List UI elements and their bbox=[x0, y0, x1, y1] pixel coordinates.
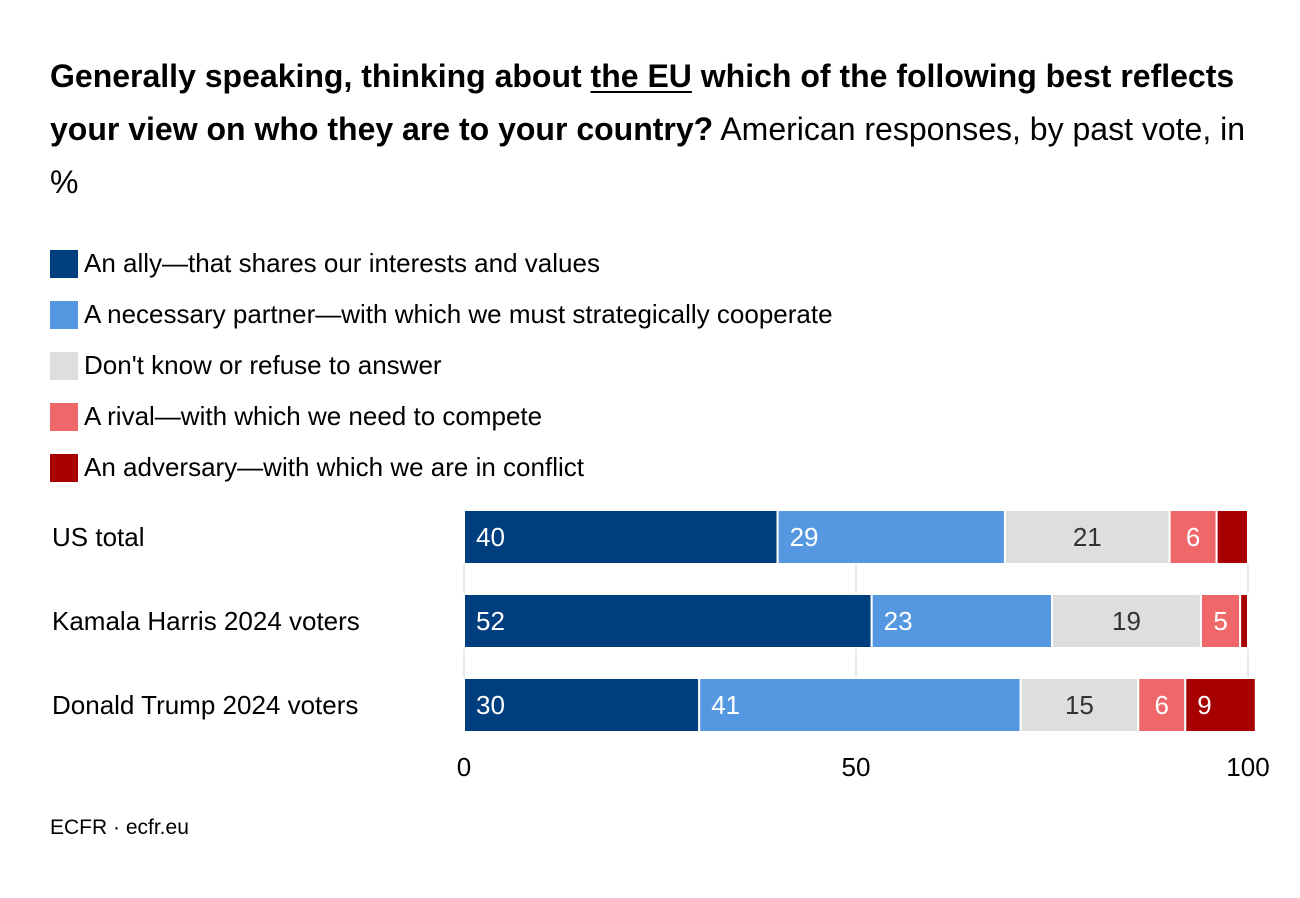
legend-item-ally: An ally—that shares our interests and va… bbox=[50, 238, 833, 289]
legend-item-adversary: An adversary—with which we are in confli… bbox=[50, 442, 833, 493]
title-underlined: the EU bbox=[590, 58, 692, 94]
legend-label-dont-know: Don't know or refuse to answer bbox=[84, 350, 442, 380]
data-label-2-2: 15 bbox=[1065, 690, 1094, 720]
data-label-2-3: 6 bbox=[1155, 690, 1169, 720]
data-label-0-0: 40 bbox=[476, 522, 505, 552]
source-credit: ECFR · ecfr.eu bbox=[50, 816, 189, 839]
legend-label-adversary: An adversary—with which we are in confli… bbox=[84, 452, 584, 482]
chart-title: Generally speaking, thinking about the E… bbox=[50, 50, 1250, 209]
bar-1-3 bbox=[1199, 593, 1242, 649]
data-label-1-1: 23 bbox=[884, 606, 913, 636]
category-label-2: Donald Trump 2024 voters bbox=[52, 690, 358, 720]
data-label-0-1: 29 bbox=[790, 522, 819, 552]
legend-label-ally: An ally—that shares our interests and va… bbox=[84, 248, 600, 278]
legend-swatch-partner bbox=[50, 300, 78, 329]
category-label-1: Kamala Harris 2024 voters bbox=[52, 606, 360, 636]
data-label-2-0: 30 bbox=[476, 690, 505, 720]
bar-1-1 bbox=[870, 593, 1053, 649]
bar-2-3 bbox=[1137, 677, 1187, 733]
legend-label-partner: A necessary partner—with which we must s… bbox=[84, 299, 833, 329]
data-label-1-3: 5 bbox=[1213, 606, 1227, 636]
bar-0-3 bbox=[1168, 509, 1218, 565]
legend-label-rival: A rival—with which we need to compete bbox=[84, 401, 543, 431]
legend-item-rival: A rival—with which we need to compete bbox=[50, 391, 833, 442]
title-bold: Generally speaking, thinking about the E… bbox=[50, 58, 1234, 147]
data-label-2-1: 41 bbox=[711, 690, 740, 720]
legend-swatch-dont-know bbox=[50, 351, 78, 380]
title-part2: which of the following best reflects you… bbox=[50, 58, 1235, 147]
legend-item-dont-know: Don't know or refuse to answer bbox=[50, 340, 833, 391]
title-part1: Generally speaking, thinking about bbox=[50, 58, 591, 94]
bar-0-0 bbox=[463, 509, 779, 565]
legend-swatch-ally bbox=[50, 249, 78, 278]
bar-1-2 bbox=[1051, 593, 1202, 649]
bar-1-4 bbox=[1239, 593, 1250, 649]
bar-0-4 bbox=[1215, 509, 1250, 565]
legend: An ally—that shares our interests and va… bbox=[50, 238, 833, 493]
data-label-0-2: 21 bbox=[1073, 522, 1102, 552]
data-label-0-3: 6 bbox=[1186, 522, 1200, 552]
x-tick-label-0: 0 bbox=[457, 752, 471, 782]
bar-2-1 bbox=[698, 677, 1022, 733]
legend-item-partner: A necessary partner—with which we must s… bbox=[50, 289, 833, 340]
bar-1-0 bbox=[463, 593, 873, 649]
x-tick-label-1: 50 bbox=[842, 752, 871, 782]
chart-subtitle: American responses, by past vote, in % bbox=[50, 111, 1246, 200]
bar-2-4 bbox=[1184, 677, 1257, 733]
x-tick-label-2: 100 bbox=[1226, 752, 1269, 782]
stacked-bar-chart: US total 40 29 21 6 Kamala Harris 2024 voters… bbox=[52, 509, 1270, 782]
category-label-0: US total bbox=[52, 522, 145, 552]
bar-2-2 bbox=[1019, 677, 1140, 733]
legend-swatch-adversary bbox=[50, 453, 78, 482]
data-label-2-4: 9 bbox=[1197, 690, 1211, 720]
data-label-1-0: 52 bbox=[476, 606, 505, 636]
data-label-1-2: 19 bbox=[1112, 606, 1141, 636]
legend-swatch-rival bbox=[50, 402, 78, 431]
